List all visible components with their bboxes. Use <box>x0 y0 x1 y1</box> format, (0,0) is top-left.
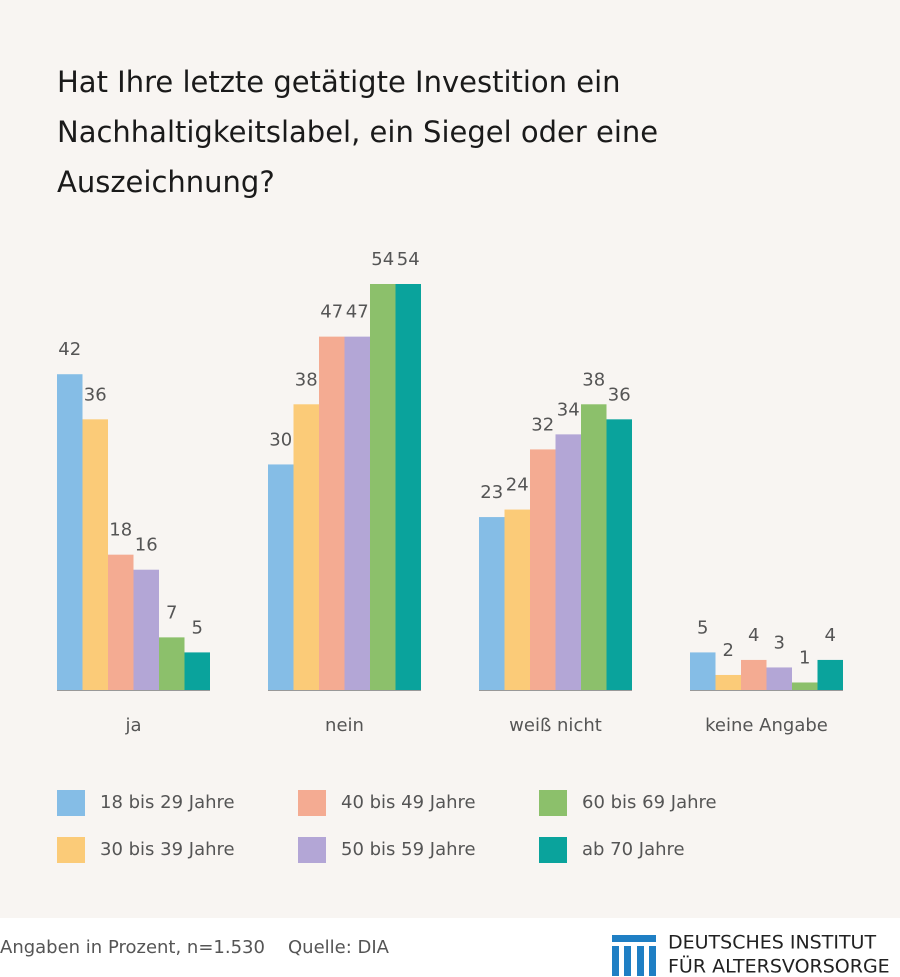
value-label: 54 <box>371 249 394 270</box>
bar <box>741 659 767 690</box>
legend-swatch <box>298 837 326 863</box>
bar <box>766 667 792 690</box>
value-label: 18 <box>109 520 132 541</box>
bar <box>133 569 159 690</box>
bar <box>504 509 530 690</box>
legend-swatch <box>539 837 567 863</box>
bar <box>479 517 505 690</box>
legend-label: 40 bis 49 Jahre <box>341 792 476 813</box>
value-label: 2 <box>723 640 734 661</box>
legend-label: 18 bis 29 Jahre <box>100 792 235 813</box>
value-label: 1 <box>799 647 810 668</box>
value-label: 34 <box>557 399 580 420</box>
bar <box>159 637 185 690</box>
bar <box>690 652 716 690</box>
chart-title: Hat Ihre letzte getätigte Investition ei… <box>57 65 659 199</box>
value-label: 24 <box>506 475 529 496</box>
footer-background <box>0 918 900 977</box>
bar <box>268 464 294 690</box>
legend-label: 30 bis 39 Jahre <box>100 839 235 860</box>
bar <box>370 284 396 690</box>
bar <box>293 404 319 690</box>
legend-swatch <box>298 790 326 816</box>
x-tick-label: weiß nicht <box>509 715 602 736</box>
bar <box>57 374 83 690</box>
value-label: 47 <box>320 302 343 323</box>
value-label: 54 <box>397 249 420 270</box>
value-label: 5 <box>697 617 708 638</box>
legend-swatch <box>57 837 85 863</box>
x-tick-label: ja <box>124 715 141 736</box>
bar <box>108 554 134 690</box>
legend-label: 50 bis 59 Jahre <box>341 839 476 860</box>
bar <box>395 284 421 690</box>
bar <box>555 434 581 690</box>
value-label: 36 <box>84 384 107 405</box>
value-label: 38 <box>295 369 318 390</box>
bar <box>319 336 345 690</box>
bar <box>581 404 607 690</box>
value-label: 7 <box>166 602 177 623</box>
bar <box>82 419 108 690</box>
bar <box>184 652 210 690</box>
footer-note: Angaben in Prozent, n=1.530 <box>0 937 265 958</box>
value-label: 38 <box>582 369 605 390</box>
bar <box>530 449 556 690</box>
value-label: 30 <box>269 429 292 450</box>
value-label: 23 <box>480 482 503 503</box>
logo-icon <box>612 935 656 976</box>
value-label: 47 <box>346 302 369 323</box>
x-tick-label: keine Angabe <box>705 715 828 736</box>
value-label: 4 <box>748 625 759 646</box>
legend-swatch <box>539 790 567 816</box>
legend-label: ab 70 Jahre <box>582 839 685 860</box>
value-label: 4 <box>825 625 836 646</box>
legend-label: 60 bis 69 Jahre <box>582 792 717 813</box>
bar <box>792 682 818 690</box>
bar <box>715 674 741 690</box>
value-label: 36 <box>608 384 631 405</box>
logo-text: FÜR ALTERSVORSORGE <box>668 955 890 977</box>
value-label: 32 <box>531 414 554 435</box>
legend-swatch <box>57 790 85 816</box>
value-label: 3 <box>774 632 785 653</box>
value-label: 42 <box>58 339 81 360</box>
bar <box>606 419 632 690</box>
footer-source: Quelle: DIA <box>288 937 390 958</box>
value-label: 5 <box>192 617 203 638</box>
value-label: 16 <box>135 535 158 556</box>
logo-text: DEUTSCHES INSTITUT <box>668 932 876 954</box>
bar <box>344 336 370 690</box>
bar <box>817 659 843 690</box>
x-tick-label: nein <box>325 715 364 736</box>
